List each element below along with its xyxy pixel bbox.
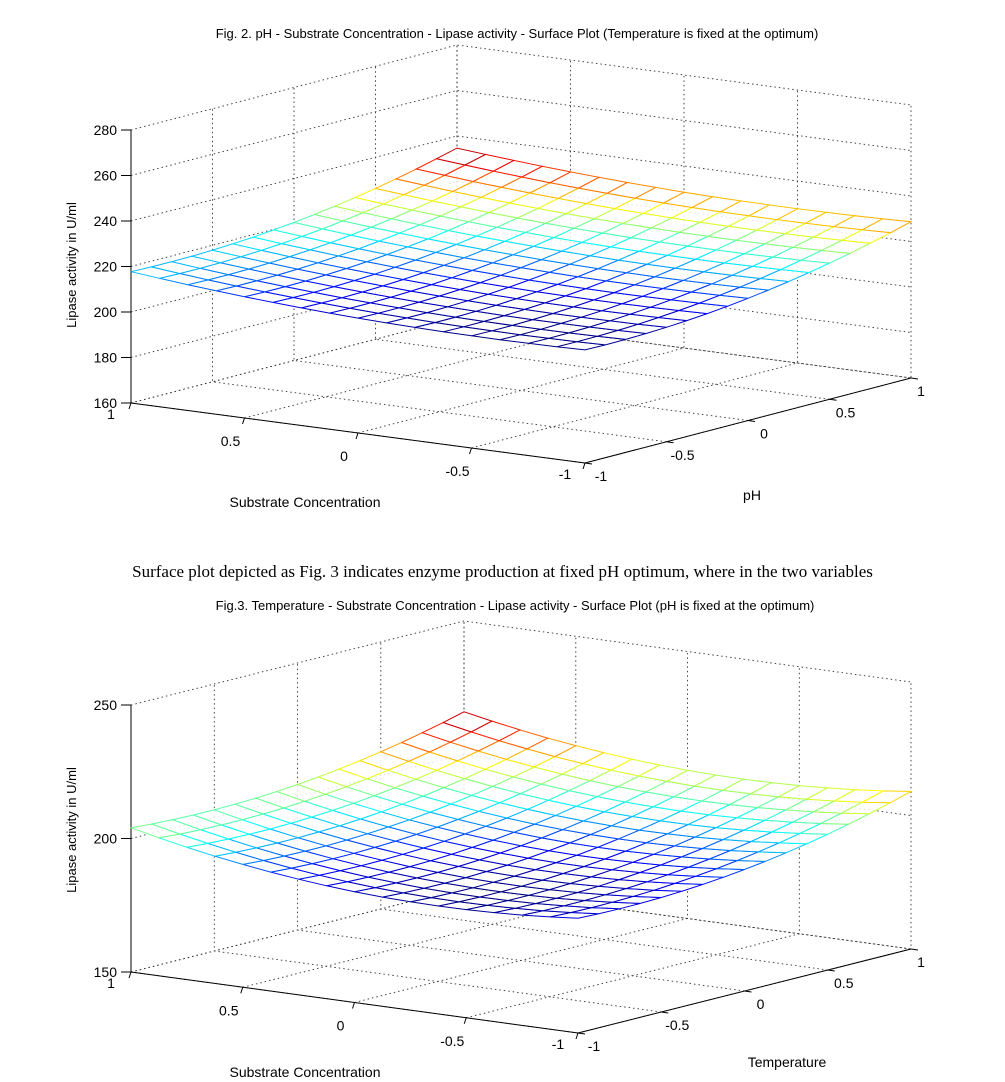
z-tick-label: 260 (94, 168, 118, 184)
grid-line (293, 87, 749, 421)
z-tick-label: 280 (94, 122, 118, 138)
x-tick-label: 0 (337, 1018, 345, 1034)
x-tick (575, 1032, 579, 1040)
y-tick-label: -1 (588, 1038, 601, 1054)
x-tick-label: 0.5 (221, 433, 241, 449)
x-tick-label: -0.5 (445, 463, 469, 479)
x-tick-label: -1 (559, 466, 572, 482)
y-tick-label: 1 (917, 954, 925, 970)
y-tick-label: 1 (917, 383, 925, 399)
x-tick-label: -0.5 (440, 1033, 464, 1049)
y-tick (829, 398, 837, 401)
y-tick-label: 0 (757, 996, 765, 1012)
x-tick (128, 402, 132, 410)
y-tick (910, 377, 919, 380)
y-tick (827, 969, 835, 972)
chart-title: Fig. 2. pH - Substrate Concentration - L… (216, 26, 819, 41)
y-axis-label: Temperature (748, 1054, 827, 1070)
x-tick (128, 971, 132, 979)
y-tick-label: -1 (595, 468, 608, 484)
x-tick (352, 1002, 355, 1009)
y-tick-label: 0.5 (834, 975, 854, 991)
z-axis-label: Lipase activity in U/ml (64, 202, 79, 328)
y-tick (577, 1032, 586, 1035)
z-tick-label: 220 (94, 259, 118, 275)
figure-2-surface-plot: Fig. 2. pH - Substrate Concentration - L… (64, 26, 925, 510)
z-tick-label: 250 (94, 697, 118, 713)
surface-cell (441, 711, 494, 733)
z-axis-label: Lipase activity in U/ml (64, 767, 79, 893)
z-tick-label: 200 (94, 304, 118, 320)
y-tick (910, 948, 919, 951)
y-tick-label: -0.5 (665, 1017, 689, 1033)
y-tick (744, 990, 752, 993)
body-paragraph: Surface plot depicted as Fig. 3 indicate… (132, 562, 873, 581)
surface-cell (435, 147, 487, 166)
tick-labels: 160 180 200 220 240 260 280 1 0.5 0 -0.5 -1 -1 -0.5 0 0… (94, 122, 925, 484)
y-axis-label: pH (743, 487, 761, 503)
y-tick-label: 0 (760, 426, 768, 442)
chart-title: Fig.3. Temperature - Substrate Concentra… (216, 598, 815, 613)
x-tick (242, 417, 245, 425)
surface-mesh (130, 147, 913, 351)
x-axis-label: Substrate Concentration (230, 494, 381, 510)
z-tick-label: 160 (94, 395, 118, 411)
grid-line (584, 105, 912, 464)
y-tick (661, 1011, 669, 1014)
grid-line (212, 108, 667, 443)
y-tick (584, 462, 593, 465)
z-tick-label: 180 (94, 350, 118, 366)
x-tick-label: -1 (552, 1036, 565, 1052)
y-tick (747, 420, 756, 422)
y-tick (666, 441, 674, 444)
y-tick-label: -0.5 (670, 447, 694, 463)
x-tick-label: 1 (107, 975, 115, 991)
x-tick (582, 462, 586, 470)
grid-line (130, 620, 912, 706)
y-tick-label: 0.5 (836, 404, 856, 420)
z-tick-label: 150 (94, 964, 118, 980)
grid-line (456, 45, 912, 379)
z-tick-label: 200 (94, 831, 118, 847)
x-tick (463, 1017, 467, 1024)
surface-mesh (129, 711, 913, 919)
grid-line (130, 44, 912, 131)
x-tick (240, 987, 244, 994)
x-tick (355, 432, 359, 440)
x-tick-label: 0 (340, 448, 348, 464)
grid-line (357, 75, 685, 434)
x-tick-label: 0.5 (219, 1002, 239, 1018)
x-tick-label: 1 (107, 406, 115, 422)
tick-labels: 150 200 250 1 0.5 0 -0.5 -1 -1 -0.5 0 0.5 1 (94, 697, 925, 1054)
x-tick (469, 447, 472, 455)
x-axis-label: Substrate Concentration (230, 1064, 381, 1080)
z-tick-label: 240 (94, 213, 118, 229)
figure-3-surface-plot: Fig.3. Temperature - Substrate Concentra… (64, 598, 925, 1080)
